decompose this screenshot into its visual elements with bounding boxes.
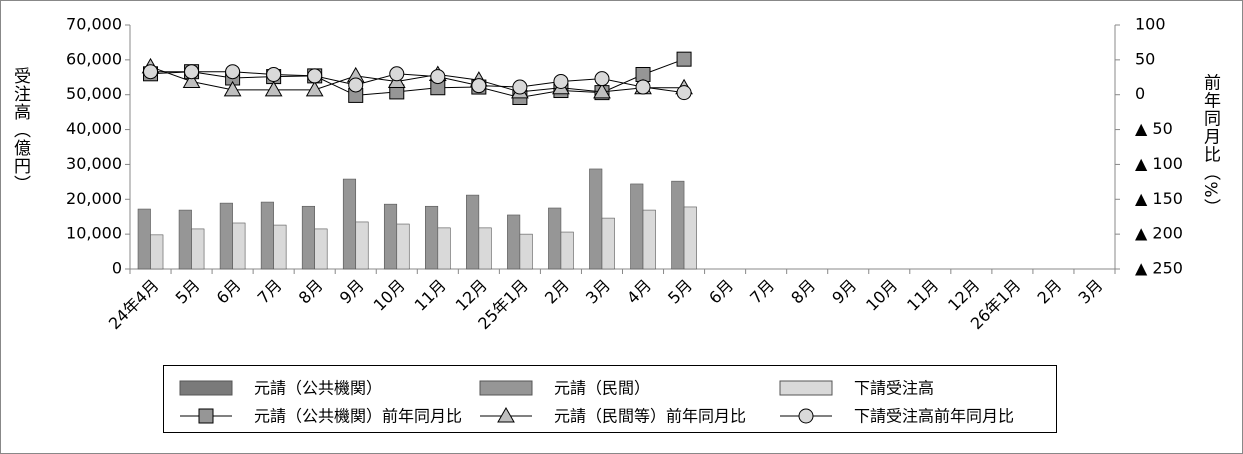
- legend-swatch: [179, 380, 233, 396]
- marker: [471, 78, 487, 94]
- bar: [507, 214, 521, 270]
- bar: [437, 227, 451, 270]
- y2-tick-label: 100: [1135, 15, 1166, 34]
- legend-swatch: [479, 380, 533, 396]
- bar: [630, 183, 644, 270]
- bar: [671, 180, 685, 270]
- bar: [642, 209, 656, 270]
- bar: [260, 201, 274, 270]
- bar: [548, 207, 562, 270]
- bar: [560, 231, 574, 270]
- marker: [225, 64, 241, 80]
- bar: [178, 209, 192, 270]
- y-tick-label: 60,000: [66, 49, 122, 68]
- y-tick-label: 0: [112, 259, 122, 278]
- bar: [478, 227, 492, 270]
- legend-marker: [798, 408, 814, 424]
- marker: [553, 73, 569, 89]
- marker: [305, 80, 324, 97]
- bar: [519, 233, 533, 270]
- y2-tick-label: ▲ 200: [1135, 224, 1183, 243]
- bar: [601, 217, 615, 270]
- legend-label: 元請（公共機関）前年同月比: [254, 407, 462, 426]
- marker: [182, 72, 201, 88]
- bar: [342, 178, 357, 270]
- marker: [512, 79, 528, 95]
- bar: [232, 222, 246, 270]
- y-tick-label: 50,000: [66, 84, 122, 103]
- y2-tick-label: ▲ 50: [1135, 119, 1173, 138]
- bar: [191, 228, 205, 270]
- bar: [589, 168, 603, 270]
- marker: [430, 69, 446, 85]
- marker: [223, 80, 242, 97]
- marker: [307, 68, 323, 84]
- series-line: [150, 66, 685, 93]
- marker: [676, 51, 692, 67]
- y2-axis-title: 前年同月比（%）: [1200, 73, 1221, 216]
- y-tick-label: 70,000: [66, 15, 122, 34]
- legend-label: 元請（民間等）前年同月比: [554, 407, 746, 426]
- y2-tick-label: ▲ 100: [1135, 154, 1183, 173]
- bar: [150, 234, 164, 270]
- bar: [273, 224, 287, 270]
- marker: [676, 85, 692, 101]
- marker: [143, 64, 159, 80]
- bar: [425, 205, 439, 270]
- y-axis-title: 受注高（億円）: [10, 67, 31, 193]
- marker: [389, 66, 405, 82]
- bar: [301, 205, 315, 270]
- bar: [219, 202, 233, 270]
- bar: [314, 228, 328, 270]
- legend-swatch: [779, 380, 833, 396]
- marker: [635, 79, 651, 95]
- marker: [593, 82, 611, 99]
- legend-label: 下請受注高: [854, 379, 934, 398]
- marker: [264, 80, 283, 97]
- legend-marker: [198, 408, 214, 424]
- y2-tick-label: 0: [1135, 84, 1145, 103]
- marker: [266, 66, 282, 82]
- y-tick-label: 20,000: [66, 189, 122, 208]
- legend-label: 元請（民間）: [554, 379, 650, 398]
- bar: [466, 194, 480, 270]
- marker: [348, 77, 364, 93]
- marker: [594, 71, 610, 87]
- bar: [383, 203, 398, 270]
- bar: [137, 208, 151, 270]
- y2-tick-label: ▲ 150: [1135, 189, 1183, 208]
- bar: [396, 223, 410, 270]
- legend-box: [163, 365, 1057, 433]
- y-tick-label: 10,000: [66, 224, 122, 243]
- legend-label: 下請受注高前年同月比: [854, 407, 1014, 426]
- legend-label: 元請（公共機関）: [254, 379, 382, 398]
- y-tick-label: 40,000: [66, 119, 122, 138]
- legend-marker: [497, 406, 515, 423]
- bar: [683, 206, 697, 270]
- y2-tick-label: ▲ 250: [1135, 259, 1183, 278]
- y2-tick-label: 50: [1135, 49, 1155, 68]
- marker: [184, 64, 200, 80]
- bar: [355, 221, 369, 270]
- y-tick-label: 30,000: [66, 154, 122, 173]
